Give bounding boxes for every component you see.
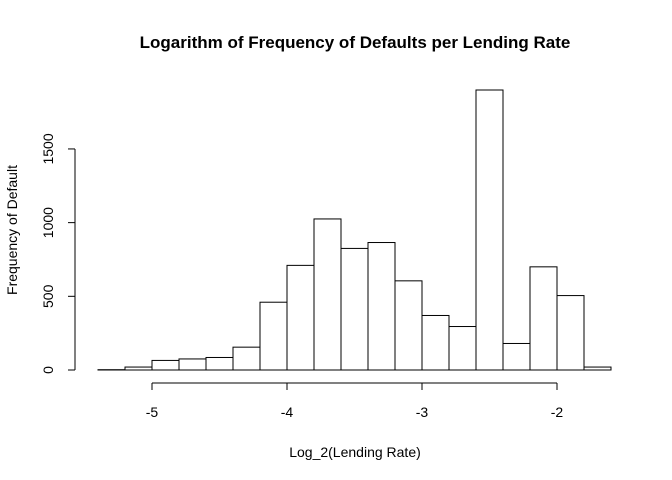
histogram-bar [367, 242, 396, 371]
x-tick-label: -5 [146, 404, 159, 420]
bars-group [97, 89, 612, 371]
histogram-bar [151, 359, 180, 371]
histogram-bar [178, 358, 207, 371]
histogram-bar [394, 280, 423, 371]
x-tick-label: -2 [551, 404, 564, 420]
histogram-bar [502, 342, 531, 371]
histogram-bar [232, 346, 261, 371]
y-tick-label: 1000 [40, 207, 56, 238]
histogram-bar [421, 314, 450, 371]
histogram-bar [259, 301, 288, 371]
histogram-bar [124, 366, 153, 371]
x-tick-label: -4 [281, 404, 294, 420]
histogram-bar [205, 356, 234, 371]
y-axis-label: Frequency of Default [4, 165, 20, 295]
histogram-bar [529, 266, 558, 371]
histogram-bar [556, 295, 585, 371]
histogram-bar [583, 366, 612, 371]
histogram-bar [475, 89, 504, 371]
histogram-bar [448, 326, 477, 371]
histogram-bar [286, 264, 315, 371]
chart-title: Logarithm of Frequency of Defaults per L… [140, 33, 571, 52]
y-tick-label: 1500 [40, 133, 56, 164]
x-axis: -5 -4 -3 -2 [146, 382, 564, 420]
y-tick-label: 500 [40, 284, 56, 308]
histogram-bar [340, 247, 369, 371]
y-axis: 0 500 1000 1500 [40, 133, 76, 374]
histogram-bar [313, 218, 342, 371]
y-tick-label: 0 [40, 366, 56, 374]
x-axis-label: Log_2(Lending Rate) [289, 444, 421, 460]
x-tick-label: -3 [416, 404, 429, 420]
